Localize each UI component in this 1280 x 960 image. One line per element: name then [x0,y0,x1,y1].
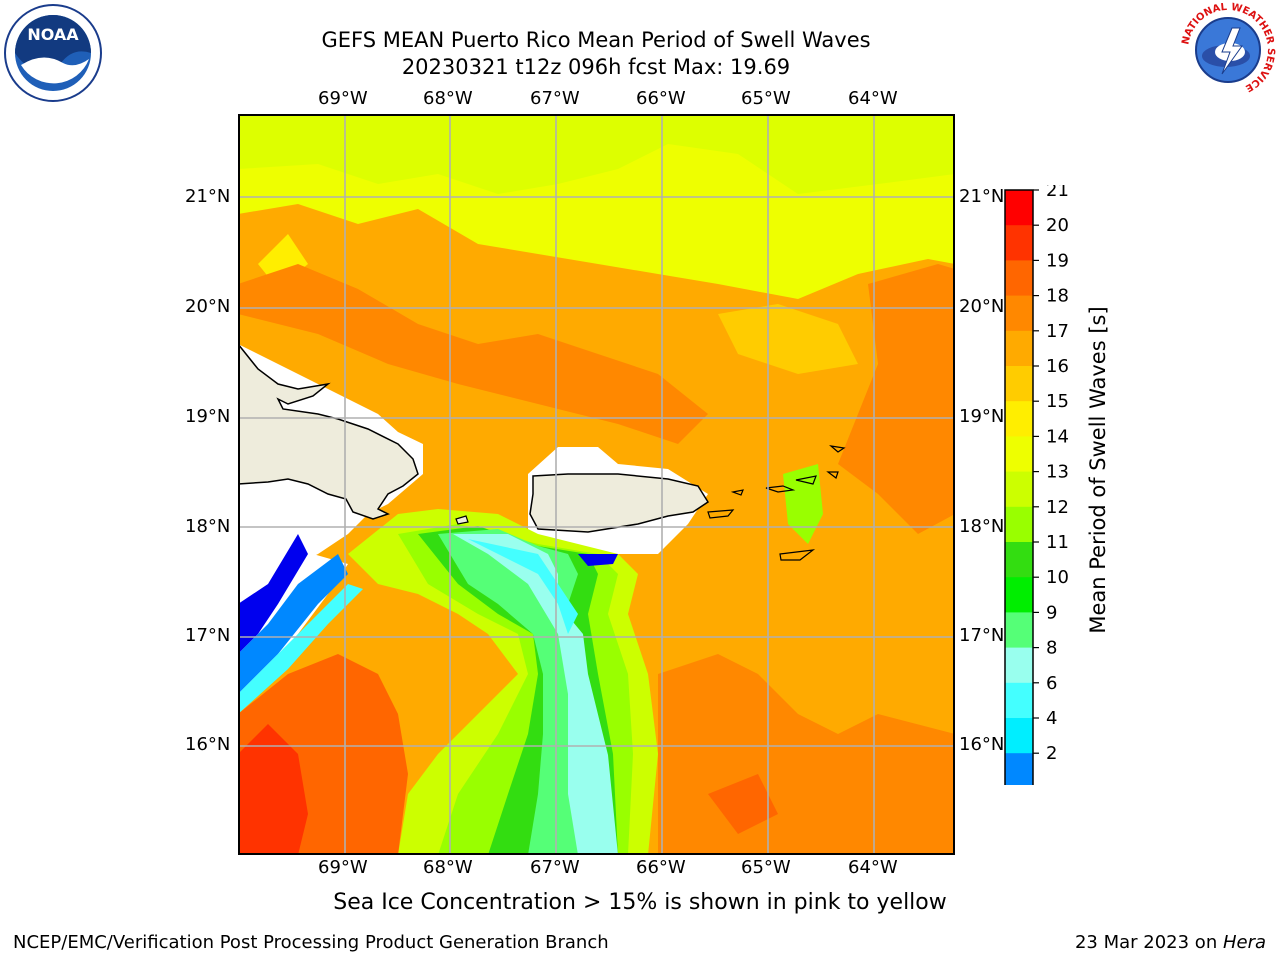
lon-label-bottom: 66°W [636,857,686,878]
field-orange-east [838,264,955,534]
lon-label-bottom: 64°W [848,857,898,878]
colorbar-swatch [1005,647,1033,684]
colorbar-tick-label: 6 [1046,673,1057,694]
colorbar-tick-label: 19 [1046,250,1069,271]
lat-label-right: 21°N [959,186,1005,207]
colorbar-tick-label: 10 [1046,567,1069,588]
colorbar-swatch [1005,366,1033,402]
colorbar-tick-label: 15 [1046,391,1069,412]
lat-label-left: 18°N [185,516,231,537]
lon-label-top: 69°W [318,88,368,109]
virgin-gorda-island [826,471,839,479]
noaa-logo-text: NOAA [27,25,79,44]
field-north-lime [238,114,955,194]
anegada-island [829,445,846,453]
colorbar-tick-label: 17 [1046,321,1069,342]
sea-ice-note: Sea Ice Concentration > 15% is shown in … [333,890,947,915]
colorbar-tick-label: 21 [1046,185,1069,201]
lat-label-right: 19°N [959,406,1005,427]
field-plume-blue [578,554,618,566]
lat-label-left: 21°N [185,186,231,207]
lat-label-left: 16°N [185,734,231,755]
field-west-blue [238,534,308,654]
lon-label-bottom: 68°W [423,857,473,878]
colorbar-swatch [1005,577,1033,613]
colorbar-tick-label: 18 [1046,286,1069,307]
lat-label-left: 20°N [185,296,231,317]
colorbar-swatch [1005,401,1033,437]
colorbar-tick-label: 14 [1046,426,1069,447]
colorbar-swatch [1005,718,1033,754]
colorbar-swatch [1005,260,1033,297]
colorbar-tick-label: 12 [1046,497,1069,518]
lon-label-top: 64°W [848,88,898,109]
hispaniola-land [238,342,419,520]
colorbar-label: Mean Period of Swell Waves [s] [1086,306,1110,634]
lon-label-top: 67°W [530,88,580,109]
lon-label-top: 66°W [636,88,686,109]
lat-label-right: 16°N [959,734,1005,755]
field-patch-red [708,774,778,834]
colorbar: 21 20 19 18 17 16 15 14 13 12 11 10 9 8 6 4 2 [1004,185,1069,785]
field-orange-band [238,264,708,444]
colorbar-swatch [1005,295,1033,332]
colorbar-swatch [1005,436,1033,473]
field-west-cyan [238,584,363,714]
st-thomas-island [765,485,796,493]
tortola-island [795,475,817,485]
colorbar-frame [1004,189,1034,785]
colorbar-tick-label: 2 [1046,743,1057,764]
colorbar-tick-label: 4 [1046,708,1057,729]
colorbar-tick-label: 8 [1046,638,1057,659]
chart-subtitle-run: 20230321 t12z 096h fcst Max: 19.69 [401,55,791,79]
lat-label-left: 19°N [185,406,231,427]
colorbar-tick-label: 16 [1046,356,1069,377]
vieques-island [707,509,735,519]
noaa-logo: NOAA [3,3,103,103]
mona-island [455,515,469,525]
colorbar-swatch [1005,471,1033,508]
field-plume-cyan [453,534,618,855]
colorbar-swatch [1005,330,1033,367]
culebra-island [730,489,744,496]
lat-label-right: 17°N [959,625,1005,646]
lat-label-right: 20°N [959,296,1005,317]
footer-credit: NCEP/EMC/Verification Post Processing Pr… [13,932,609,953]
colorbar-swatch [1005,506,1033,543]
lat-label-right: 18°N [959,516,1005,537]
lon-label-bottom: 69°W [318,857,368,878]
colorbar-tick-label: 13 [1046,462,1069,483]
footer-date: 23 Mar 2023 on Hera [1075,932,1266,953]
footer-host: Hera [1222,932,1266,953]
footer-date-text: 23 Mar 2023 on [1074,932,1223,953]
lon-label-top: 68°W [423,88,473,109]
swell-period-map [238,114,955,855]
puerto-rico-land [529,473,710,533]
field-west-ltblue [238,554,348,694]
lon-label-top: 65°W [741,88,791,109]
colorbar-swatch [1005,542,1033,578]
colorbar-tick-label: 9 [1046,602,1057,623]
lon-label-bottom: 67°W [530,857,580,878]
map-gridlines [238,114,955,855]
colorbar-tick-label: 20 [1046,215,1069,236]
colorbar-swatch [1005,682,1033,719]
chart-title: GEFS MEAN Puerto Rico Mean Period of Swe… [321,28,871,52]
lon-label-bottom: 65°W [741,857,791,878]
nws-logo: NATIONAL WEATHER SERVICE [1178,0,1278,100]
field-patch [718,304,858,374]
colorbar-swatch [1005,612,1033,649]
colorbar-swatch [1005,225,1033,261]
field-south-red [238,724,308,855]
colorbar-tick-label: 11 [1046,532,1069,553]
lat-label-left: 17°N [185,625,231,646]
map-frame [238,114,955,855]
st-croix-island [779,549,816,561]
colorbar-swatch [1005,753,1033,785]
colorbar-swatch [1005,190,1033,226]
